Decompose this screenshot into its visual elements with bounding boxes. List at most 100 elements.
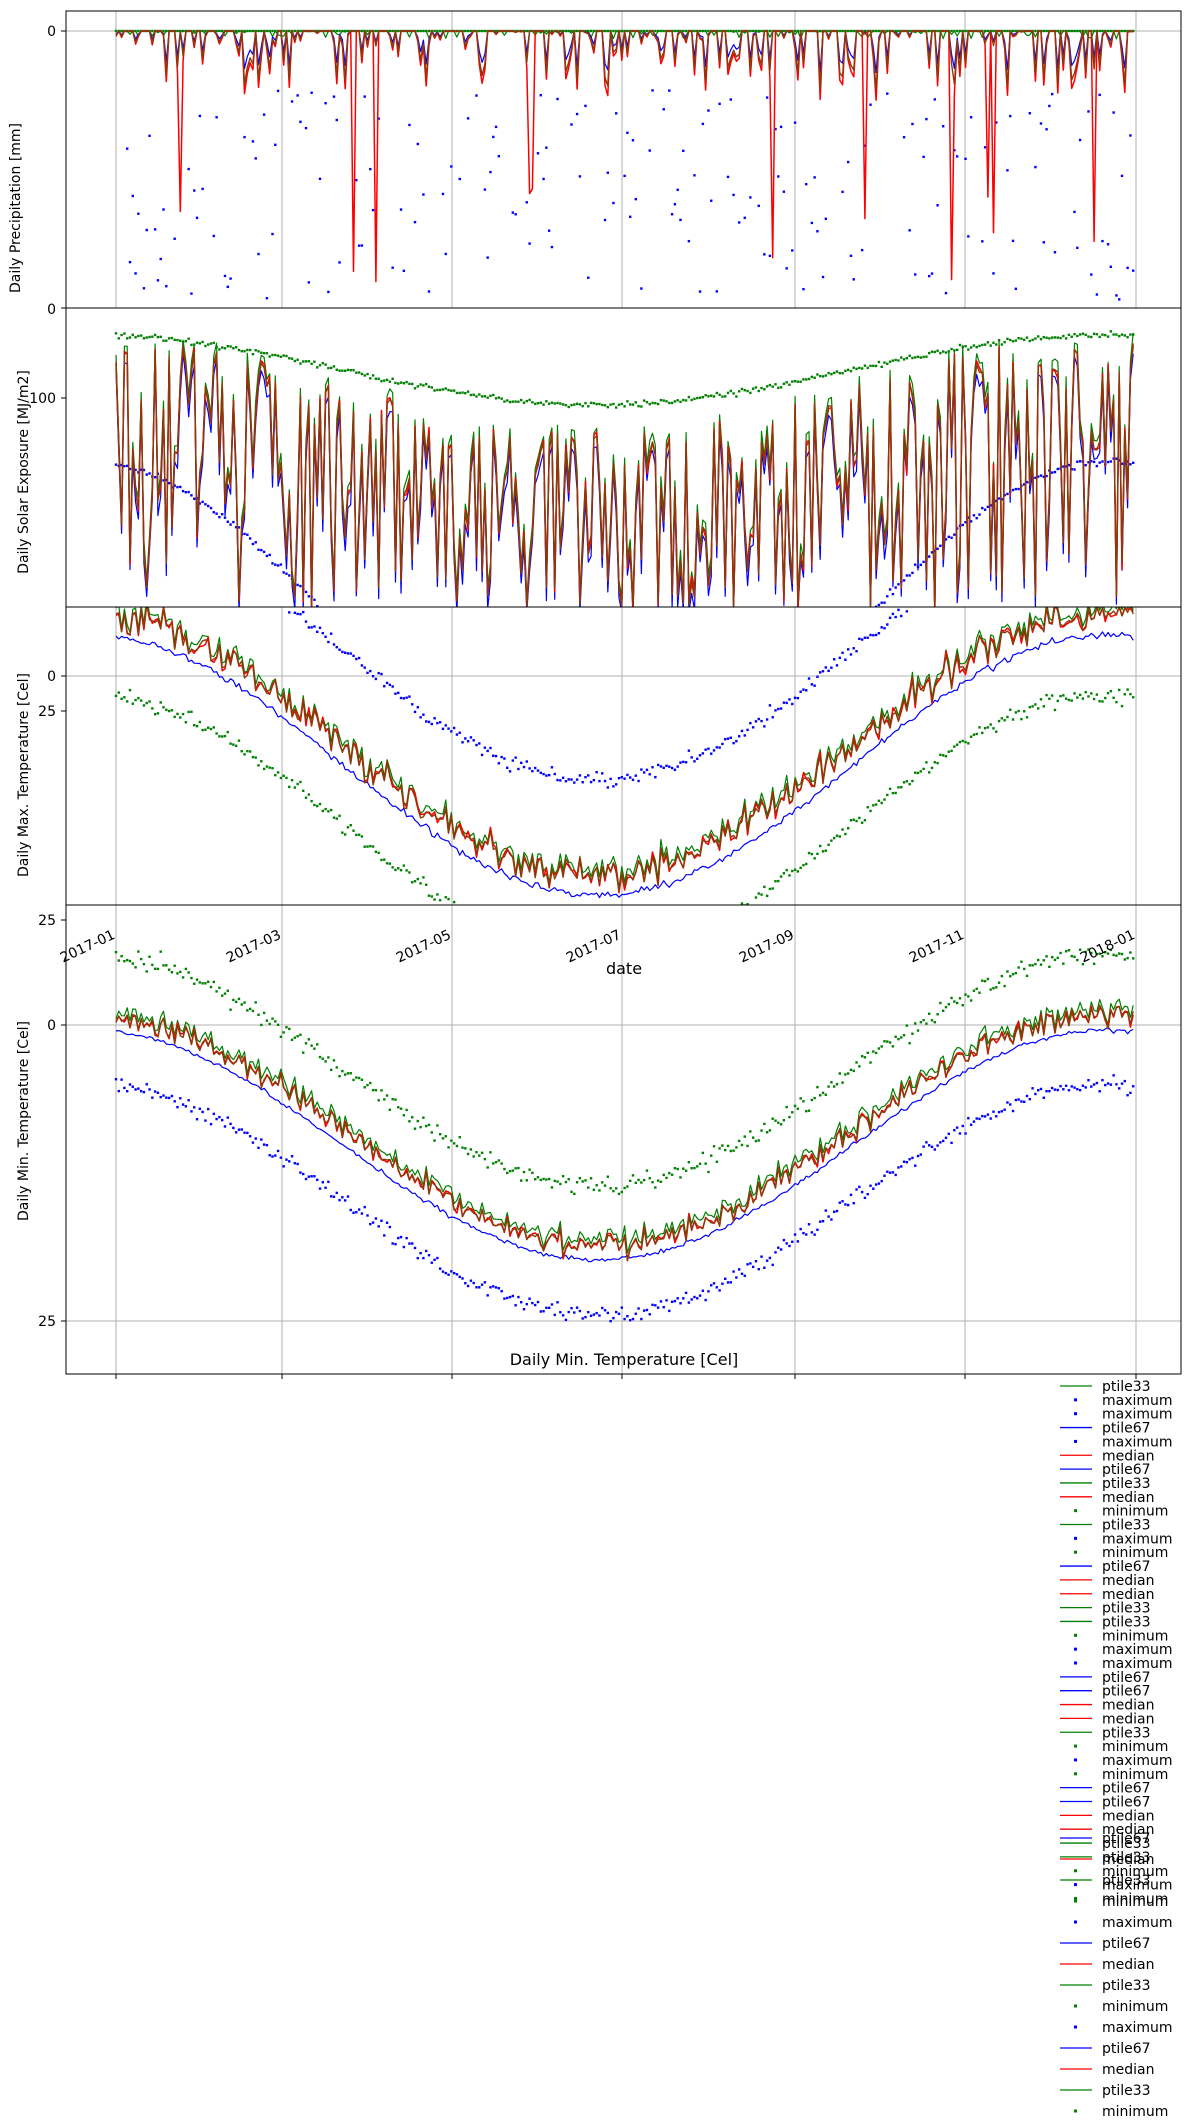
minimum-point	[1025, 974, 1029, 978]
legend-label: maximum	[1102, 2020, 1173, 2036]
minimum-point	[729, 1149, 732, 1153]
minimum-point	[603, 1184, 607, 1187]
minimum-point	[570, 403, 573, 407]
minimum-point	[452, 900, 456, 904]
minimum-point	[262, 351, 266, 355]
minimum-point	[891, 791, 895, 795]
minimum-point	[1081, 962, 1085, 966]
minimum-point	[226, 730, 229, 734]
legend-marker	[1074, 2109, 1077, 2113]
minimum-point	[860, 1055, 864, 1058]
maximum-point	[1064, 465, 1068, 468]
minimum-point	[385, 378, 389, 382]
minimum-point	[198, 981, 202, 984]
legend-entry-median: median	[1060, 1852, 1154, 1868]
maximum-point	[335, 1191, 338, 1195]
minimum-point	[939, 1001, 942, 1005]
minimum-point	[726, 1144, 730, 1148]
maximum-point	[760, 1255, 763, 1258]
maximum-point	[1126, 266, 1129, 270]
minimum-point	[405, 380, 408, 384]
legend-entry-ptile67: ptile67	[1060, 1462, 1151, 1478]
maximum-point	[279, 1156, 283, 1159]
minimum-point	[813, 376, 816, 379]
y-tick-tmin-0: 0	[47, 1018, 56, 1034]
maximum-point	[313, 598, 316, 601]
minimum-point	[1104, 950, 1107, 954]
maximum-point	[626, 131, 629, 135]
legend-label: maximum	[1102, 1531, 1173, 1547]
minimum-point	[782, 382, 786, 385]
minimum-point	[324, 807, 327, 811]
minimum-point	[791, 380, 794, 383]
maximum-point	[634, 197, 637, 201]
minimum-point	[732, 392, 735, 395]
maximum-point	[469, 736, 473, 739]
minimum-point	[863, 819, 867, 822]
minimum-point	[234, 1000, 238, 1004]
maximum-point	[620, 1306, 624, 1309]
minimum-point	[648, 402, 651, 406]
minimum-point	[849, 1068, 853, 1072]
minimum-point	[718, 1147, 721, 1150]
series-maximum-points	[114, 1074, 1135, 1323]
maximum-point	[953, 533, 956, 536]
maximum-point	[212, 234, 216, 238]
maximum-point	[452, 726, 456, 730]
legend-label: maximum	[1102, 1434, 1173, 1450]
maximum-point	[204, 503, 207, 506]
maximum-point	[1011, 1109, 1015, 1113]
minimum-point	[268, 355, 271, 358]
legend-label: ptile33	[1102, 2083, 1151, 2099]
minimum-point	[902, 781, 906, 784]
maximum-point	[195, 1118, 199, 1121]
minimum-point	[972, 733, 976, 736]
maximum-point	[1036, 475, 1040, 478]
minimum-point	[955, 1001, 959, 1005]
minimum-point	[329, 808, 333, 812]
maximum-point	[1025, 1094, 1029, 1098]
minimum-point	[469, 393, 473, 397]
minimum-point	[248, 750, 252, 753]
maximum-point	[696, 1297, 699, 1300]
minimum-point	[383, 1098, 386, 1101]
maximum-point	[338, 1198, 341, 1202]
maximum-point	[715, 1286, 719, 1289]
maximum-point	[517, 767, 520, 771]
minimum-point	[380, 858, 383, 862]
legend-label: ptile33	[1102, 1601, 1151, 1617]
minimum-point	[821, 1091, 825, 1095]
maximum-point	[983, 146, 987, 149]
minimum-point	[1064, 697, 1068, 700]
minimum-point	[1126, 688, 1129, 691]
maximum-point	[293, 611, 297, 615]
maximum-point	[341, 650, 344, 654]
minimum-point	[869, 364, 872, 368]
minimum-point	[617, 1192, 621, 1196]
minimum-point	[1045, 955, 1048, 958]
maximum-point	[813, 684, 816, 687]
maximum-point	[729, 98, 732, 101]
legend-entry-ptile33: ptile33	[1060, 2083, 1151, 2099]
maximum-point	[408, 695, 411, 698]
minimum-point	[791, 1111, 794, 1114]
maximum-point	[793, 696, 797, 700]
maximum-point	[637, 779, 640, 783]
maximum-point	[355, 657, 358, 661]
minimum-point	[131, 962, 134, 965]
maximum-point	[461, 1277, 464, 1280]
minimum-point	[830, 1081, 833, 1084]
minimum-point	[1112, 333, 1115, 336]
maximum-point	[288, 1160, 291, 1163]
maximum-point	[710, 1284, 713, 1287]
maximum-point	[687, 1301, 691, 1304]
maximum-point	[841, 190, 844, 194]
maximum-point	[1020, 1100, 1023, 1103]
minimum-point	[628, 403, 632, 406]
minimum-point	[486, 396, 489, 399]
minimum-point	[145, 970, 148, 973]
minimum-point	[793, 29, 797, 33]
minimum-point	[922, 355, 925, 359]
minimum-point	[360, 1078, 364, 1082]
maximum-point	[363, 1205, 366, 1209]
